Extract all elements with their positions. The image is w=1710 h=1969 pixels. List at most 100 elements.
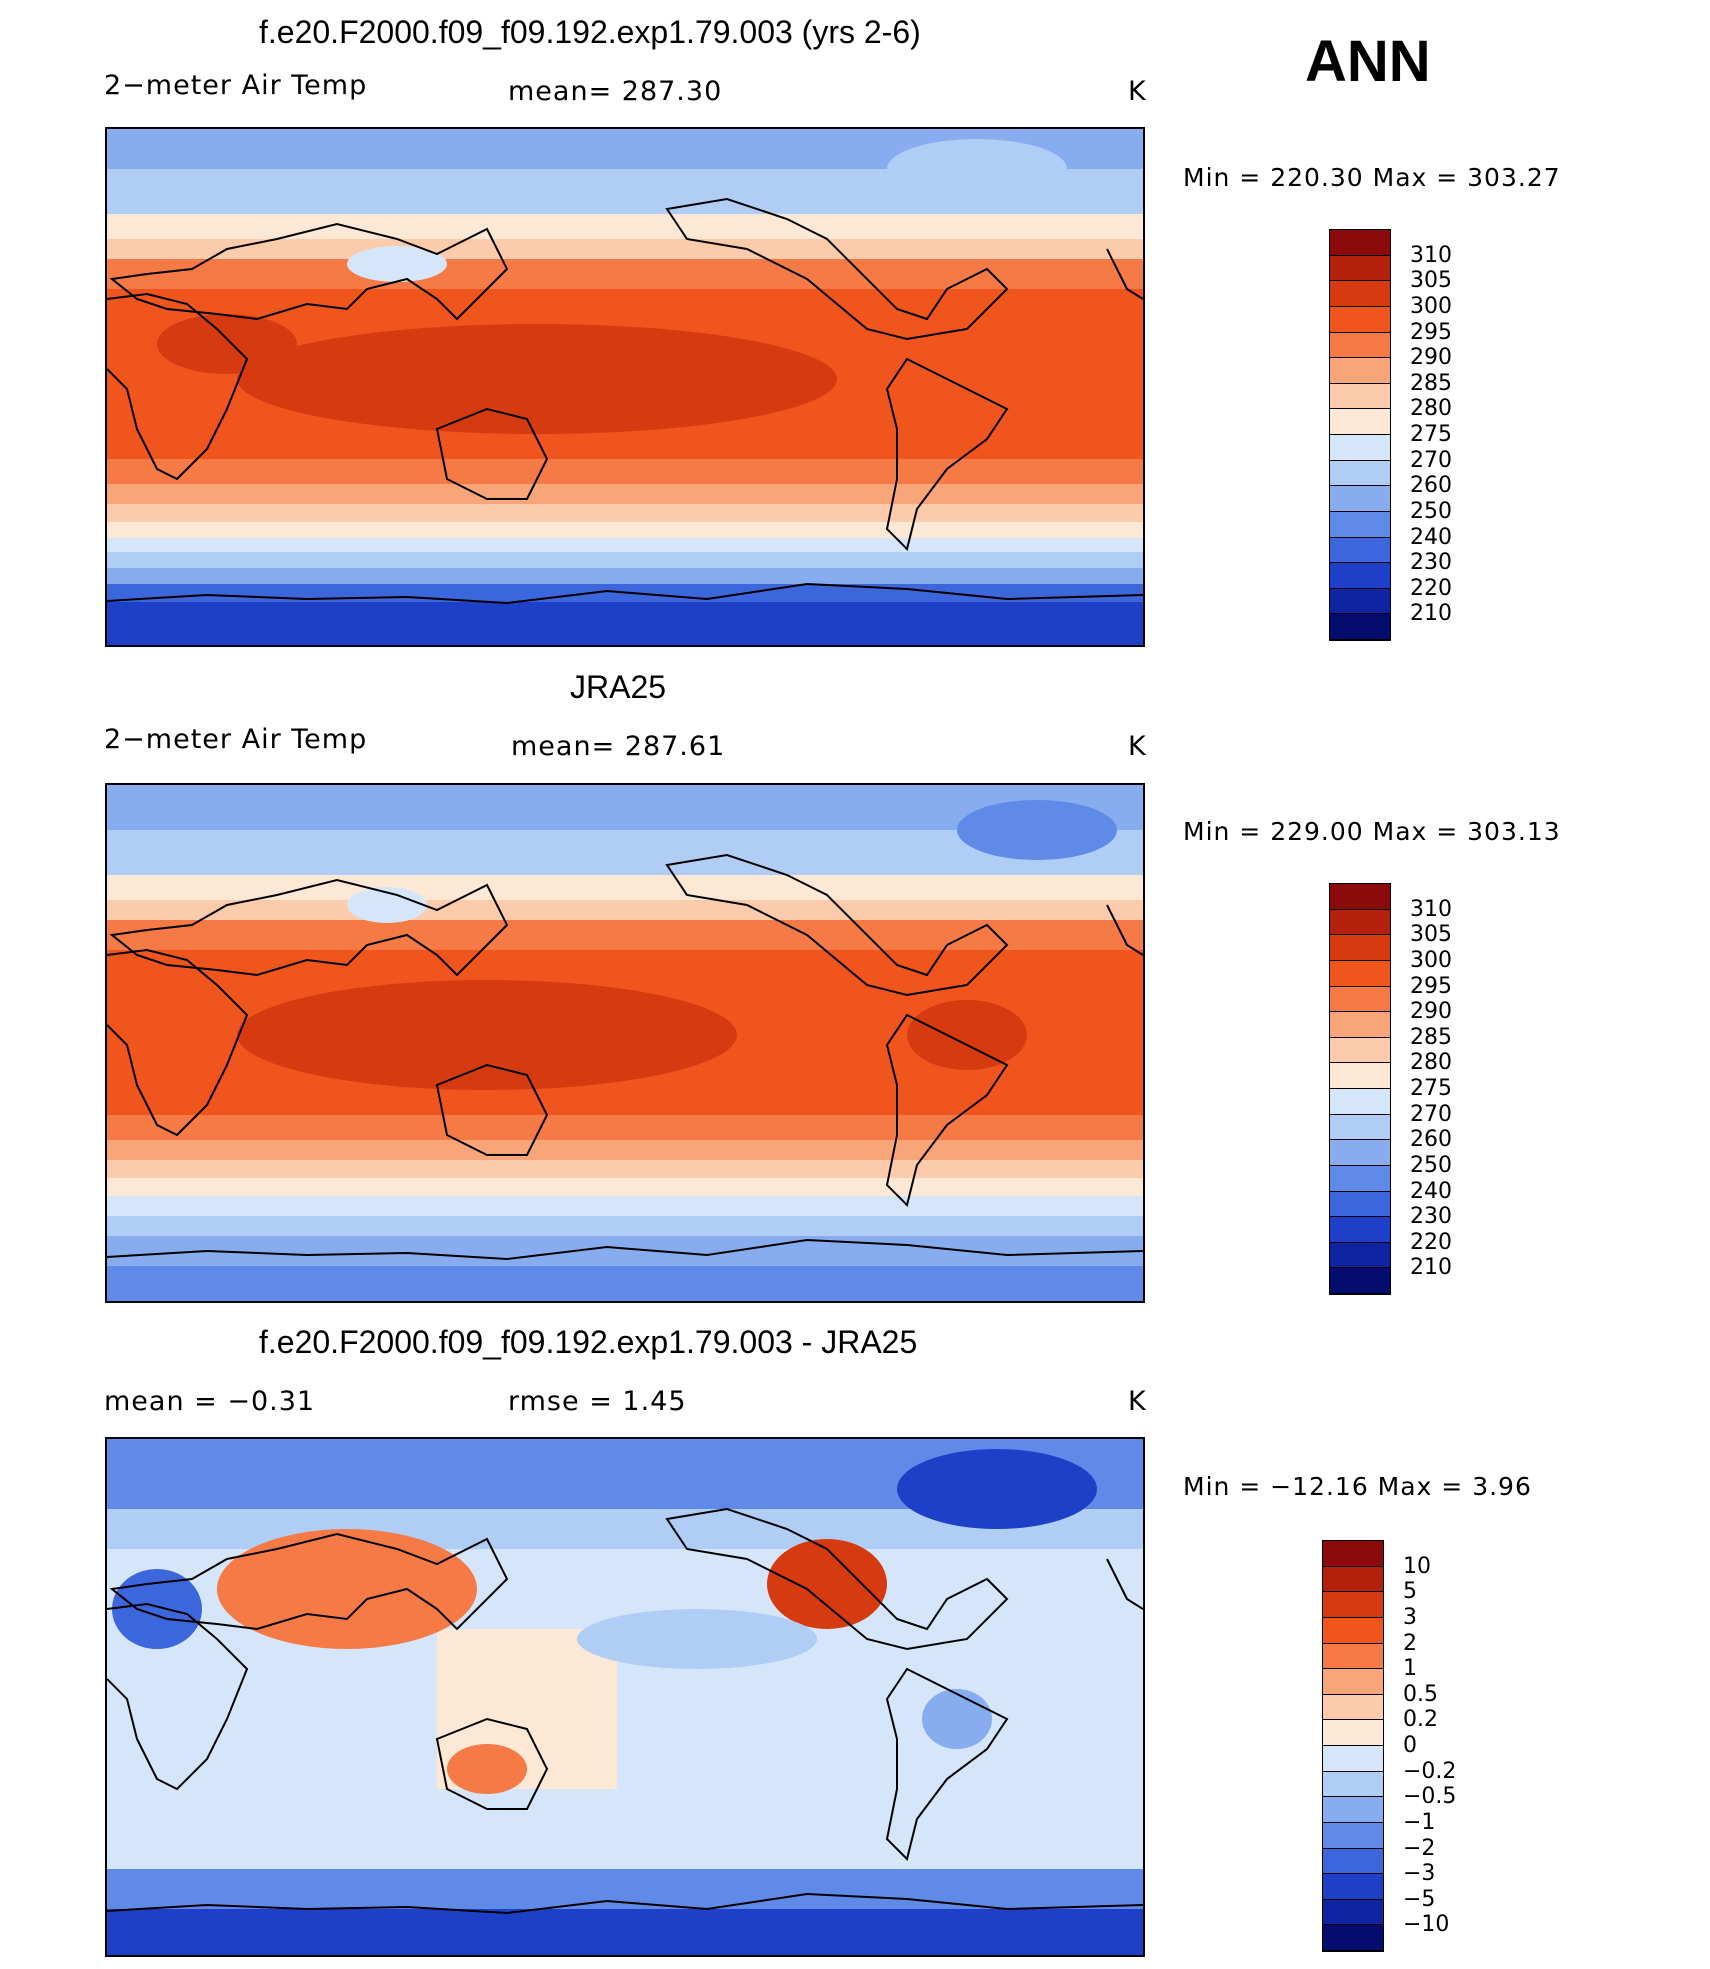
colorbar-swatch (1330, 460, 1390, 487)
colorbar-tick-label: 3 (1403, 1604, 1417, 1630)
colorbar-tick-label: 305 (1410, 922, 1452, 948)
panel-obs-units-label: K (1128, 731, 1147, 762)
season-label: ANN (1305, 29, 1431, 94)
colorbar-swatch (1330, 935, 1390, 961)
colorbar-tick-label: 305 (1410, 268, 1452, 294)
panel-model-map (105, 127, 1145, 647)
panel-model-colorbar: 310 305 300 295 290 285 280 275 270 260 250 240 230 2… (1329, 229, 1452, 641)
colorbar-swatch (1330, 537, 1390, 564)
panel-model-variable-label: 2−meter Air Temp (104, 70, 368, 101)
colorbar-swatch (1323, 1541, 1383, 1567)
colorbar-tick-label: −0.2 (1403, 1758, 1457, 1784)
colorbar-tick-label: −10 (1403, 1912, 1450, 1938)
colorbar-swatch (1330, 511, 1390, 538)
colorbar-swatch (1330, 1165, 1390, 1192)
colorbar-swatch (1323, 1746, 1383, 1772)
colorbar-swatch (1330, 1140, 1390, 1166)
colorbar-swatch (1330, 383, 1390, 410)
colorbar-tick-label: 10 (1403, 1553, 1431, 1579)
colorbar-tick-label: 1 (1403, 1656, 1417, 1682)
colorbar-swatch (1330, 1063, 1390, 1089)
colorbar-tick-label: −1 (1403, 1809, 1436, 1835)
colorbar-tick-label: 300 (1410, 293, 1452, 319)
colorbar-swatch (1323, 1669, 1383, 1695)
colorbar-swatch (1330, 563, 1390, 589)
colorbar-swatch (1330, 614, 1390, 640)
colorbar-swatch (1323, 1797, 1383, 1823)
panel-model-title: f.e20.F2000.f09_f09.192.exp1.79.003 (yrs… (259, 14, 921, 50)
colorbar-tick-label: 230 (1410, 550, 1452, 576)
colorbar-tick-label: 290 (1410, 999, 1452, 1025)
colorbar-tick-label: 280 (1410, 396, 1452, 422)
colorbar-swatch (1330, 409, 1390, 435)
colorbar-tick-label: −5 (1403, 1886, 1436, 1912)
colorbar-tick-label: 285 (1410, 370, 1452, 396)
colorbar-swatch (1330, 1268, 1390, 1294)
panel-diff-mean-label: mean = −0.31 (104, 1386, 316, 1417)
colorbar-swatch (1323, 1592, 1383, 1618)
panel-diff-field (107, 1439, 1143, 1955)
colorbar-tick-label: 270 (1410, 1101, 1452, 1127)
panel-obs-colorbar: 310 305 300 295 290 285 280 275 270 260 250 240 230 2… (1329, 883, 1452, 1295)
panel-obs-field (107, 785, 1143, 1301)
panel-model-mean-label: mean= 287.30 (508, 76, 723, 107)
colorbar-tick-label: 5 (1403, 1579, 1417, 1605)
colorbar-tick-label: 310 (1410, 896, 1452, 922)
colorbar-tick-label: 230 (1410, 1204, 1452, 1230)
panel-model-units-label: K (1128, 76, 1147, 107)
colorbar-swatch (1323, 1694, 1383, 1721)
panel-diff-minmax: Min = −12.16 Max = 3.96 (1183, 1472, 1532, 1501)
panel-obs-mean-label: mean= 287.61 (511, 731, 726, 762)
colorbar-tick-label: 275 (1410, 1076, 1452, 1101)
colorbar-swatch (1330, 332, 1390, 359)
colorbar-tick-label: 240 (1410, 1178, 1452, 1204)
colorbar-swatch (1330, 281, 1390, 307)
colorbar-swatch (1330, 255, 1390, 282)
colorbar-tick-label: 210 (1410, 1255, 1452, 1281)
colorbar-tick-label: 260 (1410, 1127, 1452, 1153)
colorbar-swatch (1330, 960, 1390, 987)
colorbar-swatch (1330, 306, 1390, 333)
panel-diff-rmse-label: rmse = 1.45 (508, 1386, 687, 1417)
colorbar-tick-label: 310 (1410, 242, 1452, 268)
colorbar-swatch (1330, 1217, 1390, 1243)
colorbar-tick-label: 270 (1410, 447, 1452, 473)
panel-model-minmax: Min = 220.30 Max = 303.27 (1183, 163, 1561, 192)
colorbar-swatch (1323, 1617, 1383, 1644)
colorbar-swatch (1330, 1191, 1390, 1218)
panel-diff-units-label: K (1128, 1386, 1147, 1417)
panel-obs-map (105, 783, 1145, 1303)
colorbar-swatch (1330, 230, 1390, 256)
colorbar-swatch (1323, 1822, 1383, 1849)
colorbar-swatch (1323, 1771, 1383, 1798)
colorbar-swatch (1330, 909, 1390, 936)
colorbar-swatch (1330, 1089, 1390, 1115)
colorbar-tick-label: 220 (1410, 575, 1452, 601)
colorbar-tick-label: 0.5 (1403, 1681, 1438, 1707)
colorbar-swatch (1323, 1720, 1383, 1746)
colorbar-swatch (1323, 1566, 1383, 1593)
panel-obs-variable-label: 2−meter Air Temp (104, 724, 368, 755)
colorbar-tick-label: 240 (1410, 524, 1452, 550)
colorbar-swatch (1323, 1874, 1383, 1900)
colorbar-swatch (1330, 986, 1390, 1013)
colorbar-tick-label: 290 (1410, 345, 1452, 371)
colorbar-tick-label: −2 (1403, 1835, 1436, 1861)
panel-obs-title: JRA25 (570, 669, 667, 705)
colorbar-swatch (1323, 1899, 1383, 1926)
colorbar-tick-label: 295 (1410, 319, 1452, 345)
colorbar-tick-label: 210 (1410, 601, 1452, 627)
colorbar-tick-label: 300 (1410, 947, 1452, 973)
colorbar-tick-label: 285 (1410, 1024, 1452, 1050)
colorbar-swatch (1330, 1012, 1390, 1038)
colorbar-swatch (1323, 1925, 1383, 1951)
colorbar-tick-label: −0.5 (1403, 1784, 1457, 1810)
colorbar-tick-label: 2 (1403, 1630, 1417, 1656)
colorbar-swatch (1330, 588, 1390, 615)
colorbar-swatch (1330, 1037, 1390, 1064)
colorbar-tick-label: 280 (1410, 1050, 1452, 1076)
colorbar-tick-label: 260 (1410, 473, 1452, 499)
panel-model-field (107, 129, 1143, 645)
colorbar-swatch (1323, 1848, 1383, 1875)
panel-diff-map (105, 1437, 1145, 1957)
